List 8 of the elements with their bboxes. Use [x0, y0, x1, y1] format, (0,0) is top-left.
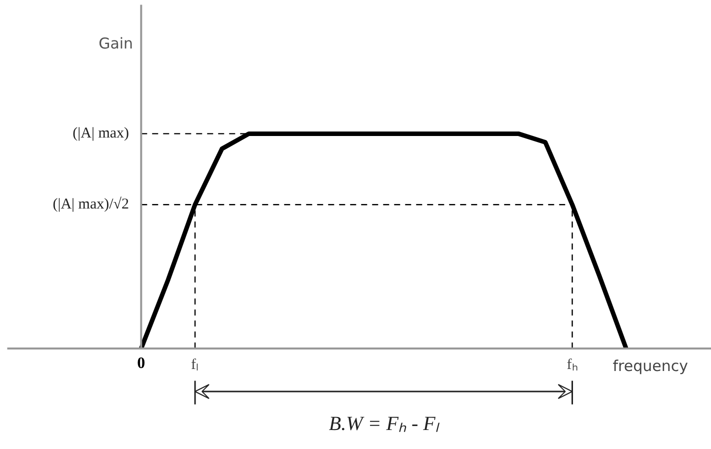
text: Gain	[98, 34, 134, 52]
text: B.W = Fₕ - Fₗ	[328, 412, 440, 435]
x-tick-label: 0	[137, 355, 146, 372]
ref-line-label: (|A| max)	[72, 126, 130, 142]
x-tick-label: fₕ	[566, 357, 578, 374]
x-tick-label: fₗ	[191, 357, 200, 374]
ref-line-label: (|A| max)/√2	[52, 196, 130, 213]
x-axis-title: frequency	[612, 357, 688, 376]
